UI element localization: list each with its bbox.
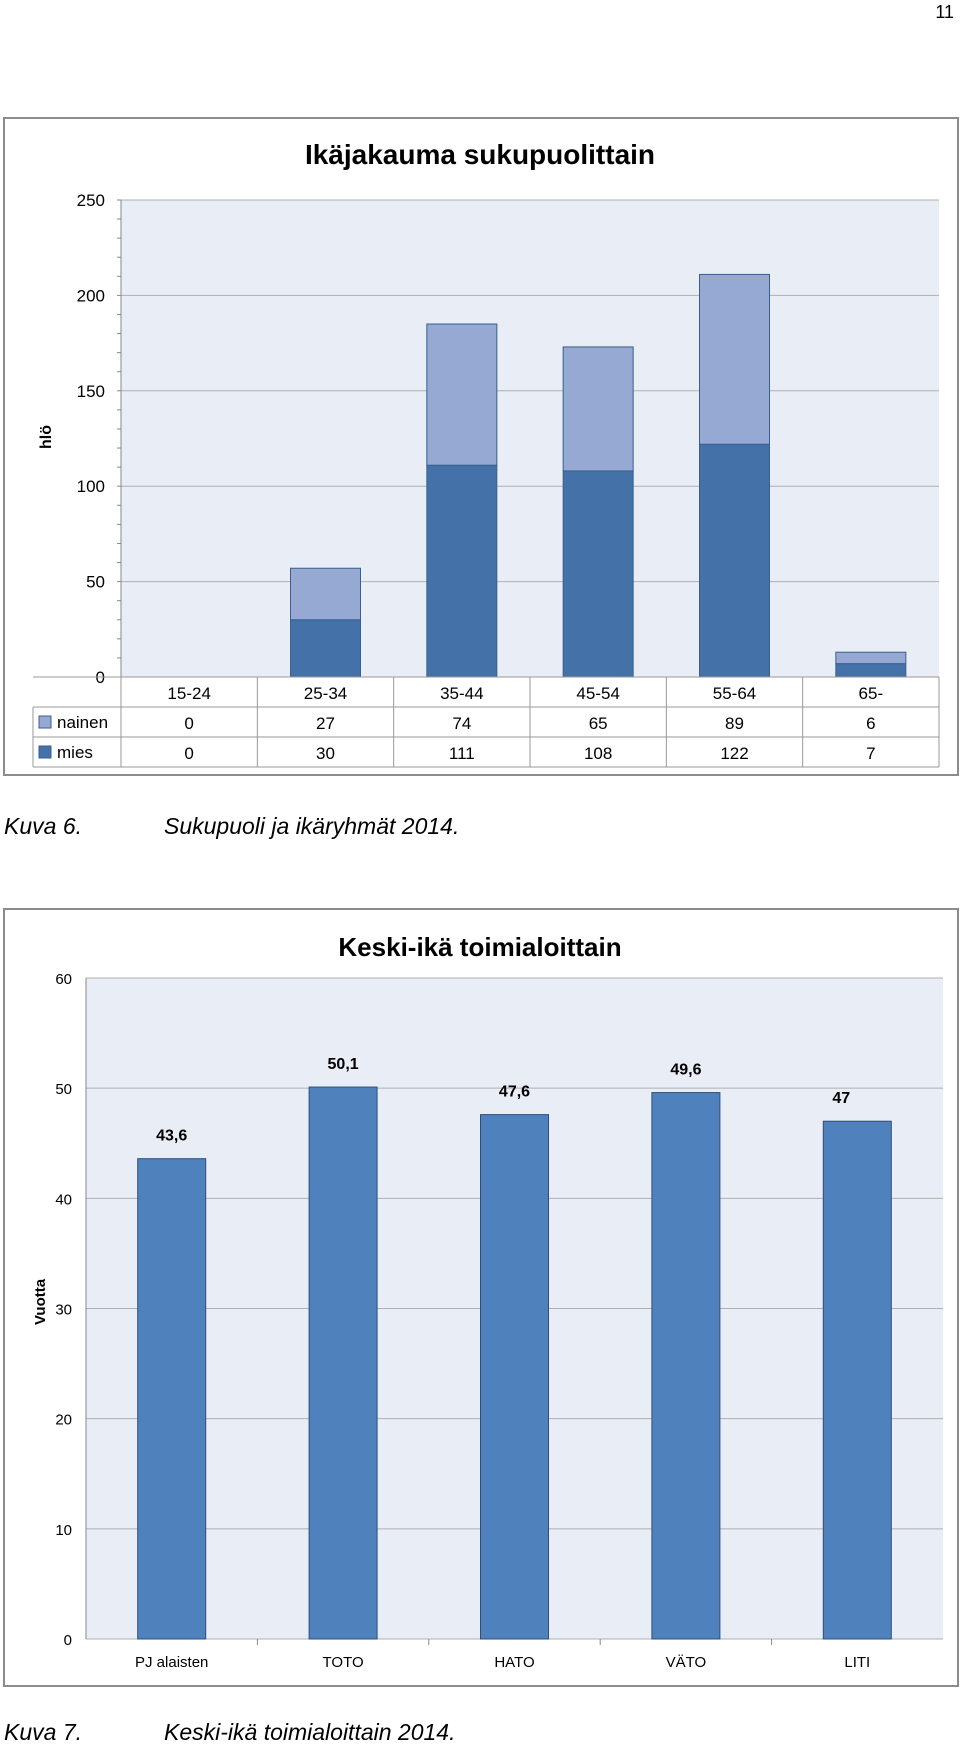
chart2-category-label: LITI (844, 1654, 870, 1671)
chart2-y-tick-label: 30 (55, 1302, 72, 1319)
chart1-table-value-nainen: 89 (725, 714, 744, 733)
chart2-bar (308, 1086, 378, 1640)
chart1-category-label: 65- (859, 684, 884, 703)
chart2-bar (822, 1120, 892, 1640)
chart2-y-tick-label: 60 (55, 971, 72, 988)
chart1-bar-mies (835, 663, 907, 678)
chart2-data-label: 49,6 (670, 1062, 701, 1079)
chart1-bar-nainen (290, 567, 361, 621)
chart1-bar-nainen (835, 651, 907, 665)
chart2-bar (480, 1114, 549, 1640)
chart1-legend-label-mies: mies (57, 743, 93, 762)
chart1-category-label: 15-24 (167, 684, 210, 703)
figure-6-caption: Kuva 6. Sukupuoli ja ikäryhmät 2014. (4, 813, 459, 840)
chart1-legend-key-nainen (38, 715, 52, 729)
chart1-bar-mies (290, 619, 361, 678)
chart1-bar-mies (699, 443, 770, 678)
figure-7-caption: Kuva 7. Keski-ikä toimialoittain 2014. (4, 1719, 455, 1746)
chart1-table-value-mies: 0 (184, 744, 193, 763)
chart2-y-tick-label: 20 (55, 1412, 72, 1429)
chart1-plot-area (121, 200, 939, 677)
chart1-bar-nainen (562, 346, 634, 472)
chart1-y-tick-label: 100 (77, 477, 105, 496)
chart1-bar-nainen (699, 273, 770, 445)
chart1-bar-mies (562, 470, 634, 678)
chart2-y-tick-label: 10 (55, 1522, 72, 1539)
average-age-chart-svg: Keski-ikä toimialoittain Vuotta 0 10 20 30 4… (32, 932, 943, 1671)
chart1-table-value-mies: 108 (584, 744, 612, 763)
chart2-category-label: TOTO (323, 1654, 364, 1671)
chart2-data-label: 47,6 (499, 1084, 530, 1101)
chart2-data-label: 50,1 (328, 1056, 359, 1073)
chart1-y-tick-label: 150 (77, 382, 105, 401)
chart1-table-value-nainen: 65 (589, 714, 608, 733)
chart1-table-value-nainen: 6 (866, 714, 875, 733)
chart1-legend-label-nainen: nainen (57, 713, 108, 732)
chart2-title: Keski-ikä toimialoittain (338, 932, 621, 962)
chart1-y-axis-label: hlö (38, 425, 55, 449)
chart1-y-tick-label: 250 (77, 191, 105, 210)
chart1-table-value-nainen: 0 (184, 714, 193, 733)
chart2-y-axis-label: Vuotta (32, 1278, 49, 1325)
chart2-y-tick-label: 0 (64, 1632, 72, 1649)
chart1-table-value-mies: 122 (720, 744, 748, 763)
chart1-table-value-nainen: 27 (316, 714, 335, 733)
age-distribution-chart: Ikäjakauma sukupuolittain hlö 0 50 100 150 2… (3, 117, 959, 776)
chart1-category-label: 25-34 (304, 684, 347, 703)
figure-6-caption-text: Sukupuoli ja ikäryhmät 2014. (164, 813, 460, 839)
chart1-bar-nainen (426, 323, 498, 466)
chart1-category-label: 55-64 (713, 684, 756, 703)
chart2-data-label: 43,6 (156, 1128, 187, 1145)
chart2-y-tick-label: 40 (55, 1191, 72, 1208)
figure-7-caption-label: Kuva 7. (4, 1719, 82, 1745)
chart1-table-value-nainen: 74 (452, 714, 471, 733)
chart2-category-label: HATO (494, 1654, 534, 1671)
chart2-bar (651, 1092, 721, 1640)
figure-7-caption-text: Keski-ikä toimialoittain 2014. (164, 1719, 456, 1745)
chart1-y-tick-label: 200 (77, 286, 105, 305)
average-age-chart: Keski-ikä toimialoittain Vuotta 0 10 20 30 4… (3, 908, 959, 1687)
age-distribution-chart-svg: Ikäjakauma sukupuolittain hlö 0 50 100 150 2… (32, 139, 940, 768)
chart1-bar-mies (426, 464, 498, 678)
chart1-table-value-mies: 111 (449, 744, 475, 763)
chart2-bar (137, 1158, 207, 1640)
chart2-data-label: 47 (832, 1090, 850, 1107)
chart1-category-label: 45-54 (576, 684, 619, 703)
chart2-y-tick-label: 50 (55, 1081, 72, 1098)
figure-6-caption-label: Kuva 6. (4, 813, 82, 839)
chart1-category-label: 35-44 (440, 684, 483, 703)
page-number: 11 (935, 2, 954, 22)
chart1-table-value-mies: 7 (866, 744, 875, 763)
chart1-legend-key-mies (38, 745, 52, 759)
chart2-category-label: VÄTO (666, 1654, 707, 1671)
chart1-title: Ikäjakauma sukupuolittain (305, 139, 655, 170)
chart2-category-label: PJ alaisten (135, 1654, 208, 1671)
chart1-y-tick-label: 50 (86, 573, 105, 592)
chart1-table-value-mies: 30 (316, 744, 335, 763)
